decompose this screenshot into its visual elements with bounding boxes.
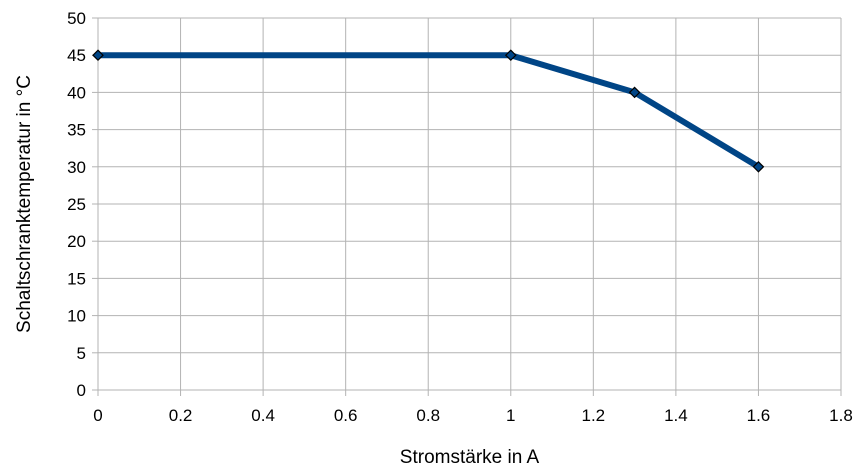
y-tick-label: 50: [67, 9, 86, 28]
x-axis-title: Stromstärke in A: [400, 447, 540, 468]
y-tick-label: 45: [67, 46, 86, 65]
x-tick-label: 0.4: [251, 406, 275, 425]
x-tick-label: 0.6: [334, 406, 358, 425]
data-point-marker: [92, 49, 104, 62]
y-tick-label: 20: [67, 232, 86, 251]
series-layer: [92, 49, 765, 173]
x-tick-label: 1.6: [747, 406, 771, 425]
y-tick-labels: 0 5 10 15 20 25 30 35 40 45 50: [67, 9, 86, 400]
data-point-marker: [628, 86, 641, 99]
x-tick-label: 1.4: [664, 406, 688, 425]
y-tick-label: 25: [67, 195, 86, 214]
series-line: [95, 52, 762, 170]
y-tick-label: 40: [67, 83, 86, 102]
y-tick-label: 5: [77, 344, 86, 363]
x-tick-label: 0.2: [169, 406, 193, 425]
y-tick-label: 35: [67, 121, 86, 140]
data-point-marker: [752, 160, 765, 173]
x-tick-label: 0.8: [416, 406, 440, 425]
y-tick-label: 0: [77, 381, 86, 400]
x-tick-label: 1: [506, 406, 515, 425]
axes: [92, 17, 842, 396]
y-tick-label: 30: [67, 158, 86, 177]
y-tick-label: 15: [67, 269, 86, 288]
x-tick-labels: 0 0.2 0.4 0.6 0.8 1 1.2 1.4 1.6 1.8: [93, 406, 853, 425]
x-tick-label: 1.8: [829, 406, 853, 425]
y-axis-title: Schaltschranktemperatur in °C: [14, 75, 35, 333]
grid: [97, 17, 842, 391]
x-tick-label: 1.2: [582, 406, 606, 425]
data-point-marker: [504, 49, 517, 62]
y-tick-label: 10: [67, 307, 86, 326]
x-tick-label: 0: [93, 406, 102, 425]
